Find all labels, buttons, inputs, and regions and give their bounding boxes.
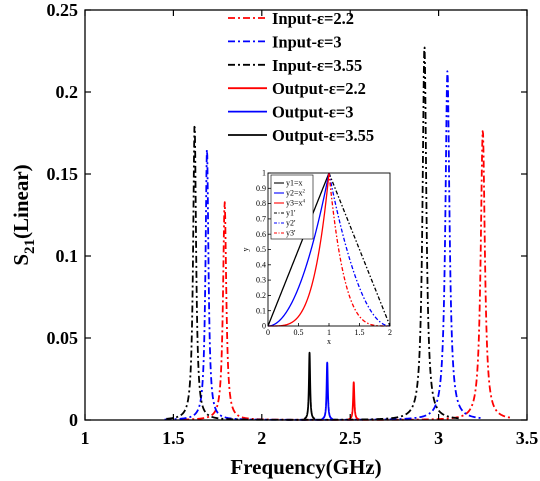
inset-x-axis-label: x	[327, 337, 331, 346]
legend-label-0: Input-ε=2.2	[272, 9, 354, 28]
inset-x-tick-label-3: 1.5	[355, 328, 365, 337]
inset-series-line-4	[328, 172, 391, 327]
inset-legend-label-text-0: y1=x	[286, 179, 303, 188]
inset-y-tick-label-0: 0	[262, 322, 266, 331]
legend-label-3: Output-ε=2.2	[272, 79, 366, 98]
legend-label-4: Output-ε=3	[272, 103, 354, 122]
y-axis-label-rest: (Linear)	[9, 164, 33, 239]
inset-legend-label-text-1: y2=x	[286, 189, 303, 198]
inset-y-axis-label: y	[241, 248, 250, 252]
inset-y-tick-label-9: 0.9	[256, 184, 266, 193]
inset-legend-label-text-4: y2'	[286, 219, 296, 228]
inset-y-tick-label-10: 1	[262, 169, 266, 178]
legend-label-1: Input-ε=3	[272, 32, 342, 51]
inset-y-tick-label-5: 0.5	[256, 245, 266, 254]
inset-y-tick-label-3: 0.3	[256, 276, 266, 285]
x-tick-label-1: 1.5	[162, 428, 185, 448]
y-tick-label-4: 0.2	[56, 82, 79, 102]
series-line-4	[321, 361, 334, 420]
x-tick-label-0: 1	[81, 428, 90, 448]
inset-y-tick-label-1: 0.1	[256, 306, 266, 315]
inset-x-tick-label-4: 2	[388, 328, 392, 337]
legend-label-2: Input-ε=3.55	[272, 56, 362, 75]
y-tick-label-3: 0.15	[47, 164, 79, 184]
inset-legend-label-text-3: y1'	[286, 209, 296, 218]
inset-y-tick-label-8: 0.8	[256, 199, 266, 208]
y-tick-label-2: 0.1	[56, 246, 79, 266]
inset-series-line-0	[267, 172, 330, 327]
inset-x-tick-label-2: 1	[327, 328, 331, 337]
legend-label-5: Output-ε=3.55	[272, 126, 374, 145]
series-line-5	[303, 351, 316, 420]
y-tick-label-0: 0	[69, 410, 78, 430]
main-ticks: 1 1.5 2 2.5 3 3.5 0 0.05 0.1 0.15 0.2 0.25	[47, 0, 539, 448]
main-legend: Input-ε=2.2 Input-ε=3 Input-ε=3.55 Output-ε…	[228, 9, 374, 145]
x-axis-label: Frequency(GHz)	[230, 455, 381, 479]
inset-legend-label-sup-1: 2	[303, 190, 306, 195]
inset-legend-label-3: y1'	[286, 209, 296, 218]
inset-legend-label-sup-2: 4	[303, 200, 306, 205]
x-tick-label-3: 2.5	[339, 428, 362, 448]
series-line-1	[164, 70, 484, 421]
inset-y-tick-label-2: 0.2	[256, 291, 266, 300]
inset-series-line-1	[267, 172, 330, 327]
inset-legend-label-2: y3=x4	[286, 199, 306, 208]
inset-legend-label-0: y1=x	[286, 179, 303, 188]
inset-legend-label-text-5: y3'	[286, 229, 296, 238]
y-tick-label-5: 0.25	[47, 0, 79, 20]
inset-legend-label-4: y2'	[286, 219, 296, 228]
inset-x-tick-label-1: 0.5	[294, 328, 304, 337]
inset-legend-label-1: y2=x2	[286, 189, 306, 198]
x-tick-label-2: 2	[257, 428, 266, 448]
y-axis-label-main: S	[9, 254, 33, 266]
inset-series-line-3	[328, 172, 391, 327]
inset-legend-box	[270, 174, 314, 240]
y-axis-label-sub: 21	[22, 239, 38, 254]
inset-legend-label-text-2: y3=x	[286, 199, 303, 208]
inset-y-tick-label-4: 0.4	[256, 260, 266, 269]
inset-chart: 0 0.5 1 1.5 200.10.20.30.40.50.60.70.80.91xy…	[241, 169, 392, 346]
inset-y-tick-label-6: 0.6	[256, 230, 266, 239]
inset-legend-label-5: y3'	[286, 229, 296, 238]
x-tick-label-5: 3.5	[516, 428, 539, 448]
x-tick-label-4: 3	[434, 428, 443, 448]
inset-x-tick-label-0: 0	[266, 328, 270, 337]
main-axes-box	[84, 9, 528, 421]
main-plot-frame	[84, 9, 528, 421]
y-tick-label-1: 0.05	[47, 328, 79, 348]
y-axis-label: S21(Linear)	[9, 164, 38, 265]
inset-y-tick-label-7: 0.7	[256, 215, 266, 224]
